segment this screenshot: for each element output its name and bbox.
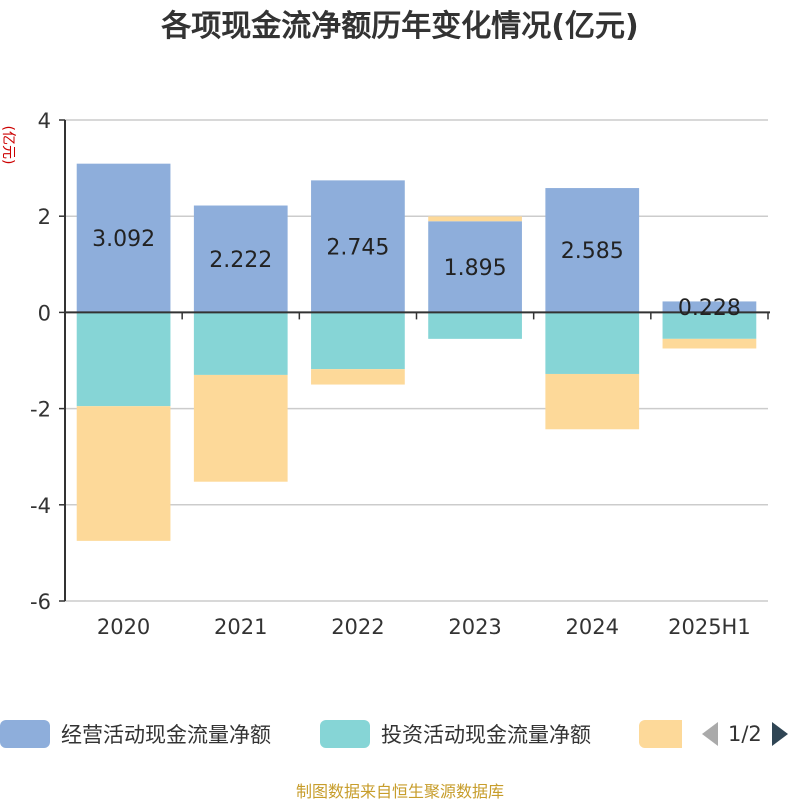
bar-series-3-2020 (76, 406, 171, 541)
x-tick-label: 2025H1 (668, 615, 751, 639)
bar-series-3-2022 (311, 369, 405, 385)
bar-series-1-2025H1 (662, 301, 757, 313)
bar-series-3-2023 (428, 216, 522, 222)
bar-series-2-2020 (76, 312, 171, 407)
data-label-2025H1: 0.228 (678, 296, 741, 321)
x-tick-label: 2022 (331, 615, 384, 639)
bar-series-2-2024 (545, 312, 640, 374)
data-label-2022: 2.745 (326, 235, 389, 260)
legend-label-investing: 投资活动现金流量净额 (381, 723, 591, 747)
legend-item-financing[interactable] (639, 716, 693, 752)
source-footer: 制图数据来自恒生聚源数据库 (295, 782, 504, 801)
legend-swatch-investing (320, 720, 370, 748)
legend-label-operating: 经营活动现金流量净额 (61, 723, 271, 747)
data-label-2020: 3.092 (92, 227, 155, 252)
x-tick-label: 2020 (97, 615, 150, 639)
bar-series-1-2021 (193, 205, 288, 313)
bar-series-2-2022 (311, 312, 405, 370)
y-tick-label: 0 (38, 301, 51, 325)
bar-series-2-2023 (428, 312, 522, 339)
data-label-2024: 2.585 (561, 239, 624, 264)
bar-series-2-2025H1 (662, 312, 757, 339)
bar-series-3-2021 (193, 374, 288, 482)
chart-title: 各项现金流净额历年变化情况(亿元) (160, 9, 638, 44)
bar-series-1-2024 (545, 188, 640, 313)
y-tick-label: 2 (38, 205, 51, 229)
legend-swatch-operating (0, 720, 50, 748)
y-axis-label: (亿元) (0, 126, 16, 165)
bar-series-1-2023 (428, 221, 522, 313)
x-tick-label: 2021 (214, 615, 267, 639)
y-tick-label: -2 (30, 398, 51, 422)
legend-item-investing[interactable]: 投资活动现金流量净额 (320, 716, 591, 752)
bar-series-1-2022 (311, 180, 405, 313)
legend-page-indicator: 1/2 (728, 722, 762, 746)
legend-swatch-financing (639, 720, 682, 748)
x-tick-label: 2024 (566, 615, 619, 639)
y-tick-label: 4 (38, 109, 51, 133)
y-tick-label: -4 (30, 494, 51, 518)
bar-series-3-2024 (545, 373, 640, 430)
y-tick-label: -6 (30, 590, 51, 614)
bar-series-1-2020 (76, 163, 171, 313)
chart-legend: 经营活动现金流量净额 投资活动现金流量净额 1/2 (0, 716, 800, 752)
x-tick-label: 2023 (448, 615, 501, 639)
bar-series-3-2025H1 (662, 338, 757, 349)
legend-pager: 1/2 (700, 716, 790, 752)
legend-prev-page-icon[interactable] (700, 720, 720, 748)
data-label-2023: 1.895 (444, 256, 507, 281)
legend-next-page-icon[interactable] (770, 720, 790, 748)
data-label-2021: 2.222 (209, 248, 272, 273)
legend-item-operating[interactable]: 经营活动现金流量净额 (0, 716, 271, 752)
bar-series-2-2021 (193, 312, 288, 375)
